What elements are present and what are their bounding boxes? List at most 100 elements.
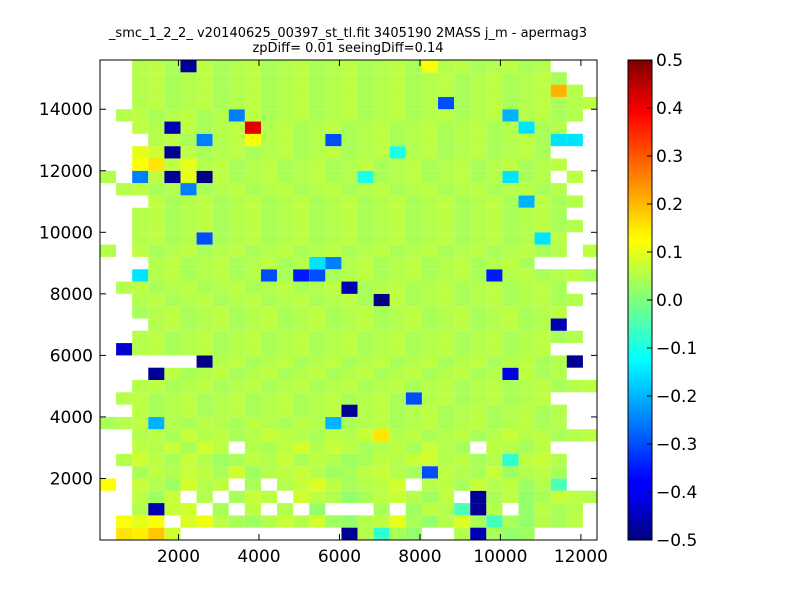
heatmap-cell xyxy=(470,72,487,85)
heatmap-cell xyxy=(277,158,294,171)
heatmap-cell xyxy=(470,392,487,405)
heatmap-cell xyxy=(486,281,503,294)
heatmap-cell xyxy=(405,121,422,134)
heatmap-cell xyxy=(212,306,229,319)
heatmap-cell xyxy=(277,244,294,257)
heatmap-cell xyxy=(502,232,519,245)
heatmap-cell xyxy=(196,207,213,220)
colorbar-tick-label: 0.3 xyxy=(656,147,683,167)
heatmap-cell xyxy=(534,133,551,147)
heatmap-cell xyxy=(341,195,358,208)
heatmap-cell xyxy=(132,220,149,233)
heatmap-cell xyxy=(502,441,519,454)
heatmap-cell xyxy=(438,355,455,368)
heatmap-cell xyxy=(148,170,165,184)
heatmap-cell xyxy=(454,207,471,220)
heatmap-cell xyxy=(277,232,294,245)
heatmap-cell xyxy=(357,121,374,134)
heatmap-cell xyxy=(550,269,567,282)
heatmap-cell xyxy=(325,466,342,479)
heatmap-cell xyxy=(486,380,503,393)
heatmap-cell xyxy=(438,121,455,134)
heatmap-cell xyxy=(518,256,535,270)
heatmap-cell xyxy=(293,281,310,294)
heatmap-cell xyxy=(244,256,261,270)
heatmap-cell xyxy=(405,256,422,270)
heatmap-cell xyxy=(309,256,326,270)
heatmap-cell xyxy=(277,60,294,73)
heatmap-cell xyxy=(196,133,213,147)
y-tick-label: 14000 xyxy=(39,100,93,120)
heatmap-cell xyxy=(148,416,165,430)
heatmap-cell xyxy=(405,503,422,516)
heatmap-cell xyxy=(116,416,133,430)
heatmap-cell xyxy=(454,355,471,368)
heatmap-cell xyxy=(341,318,358,331)
heatmap-cell xyxy=(470,232,487,245)
heatmap-cell xyxy=(196,232,213,245)
heatmap-cell xyxy=(454,503,471,516)
heatmap-cell xyxy=(502,158,519,171)
heatmap-cell xyxy=(454,121,471,134)
heatmap-cell xyxy=(293,355,310,368)
heatmap-cell xyxy=(502,478,519,491)
heatmap-cell xyxy=(454,96,471,110)
heatmap-cell xyxy=(180,478,197,491)
heatmap-cell xyxy=(132,527,149,540)
heatmap-cell xyxy=(405,318,422,331)
heatmap-cell xyxy=(164,380,181,393)
heatmap-cell xyxy=(486,183,503,196)
heatmap-cell xyxy=(438,281,455,294)
heatmap-cell xyxy=(164,343,181,356)
heatmap-cell xyxy=(309,146,326,159)
heatmap-cell xyxy=(132,207,149,220)
heatmap-cell xyxy=(341,429,358,442)
heatmap-cell xyxy=(180,503,197,516)
heatmap-cell xyxy=(293,158,310,171)
heatmap-cell xyxy=(405,404,422,417)
heatmap-cell xyxy=(502,84,519,97)
heatmap-cell xyxy=(164,318,181,331)
heatmap-cell xyxy=(325,281,342,294)
heatmap-cell xyxy=(389,96,406,110)
heatmap-cell xyxy=(293,478,310,491)
heatmap-cell xyxy=(341,158,358,171)
heatmap-cell xyxy=(421,220,439,233)
heatmap-cell xyxy=(244,367,261,380)
heatmap-cell xyxy=(454,441,471,454)
heatmap-cell xyxy=(550,232,567,245)
heatmap-cell xyxy=(277,220,294,233)
heatmap-cell xyxy=(421,367,439,380)
heatmap-cell xyxy=(293,416,310,430)
heatmap-cell xyxy=(438,232,455,245)
heatmap-cell xyxy=(325,293,342,307)
heatmap-cell xyxy=(357,490,374,504)
heatmap-cell xyxy=(421,306,439,319)
heatmap-cell xyxy=(405,515,422,528)
heatmap-cell xyxy=(582,244,597,257)
heatmap-cell xyxy=(309,72,326,85)
heatmap-cell xyxy=(148,392,165,405)
heatmap-cell xyxy=(325,367,342,380)
heatmap-cell xyxy=(405,380,422,393)
heatmap-cell xyxy=(260,232,278,245)
heatmap-cell xyxy=(550,133,567,147)
y-axis: 2000 4000 6000 8000 10000 12000 14000 xyxy=(39,100,597,489)
heatmap-cell xyxy=(277,170,294,184)
heatmap-cells xyxy=(100,60,597,540)
heatmap-cell xyxy=(196,195,213,208)
heatmap-cell xyxy=(164,441,181,454)
heatmap-cell xyxy=(421,490,439,504)
heatmap-cell xyxy=(212,109,229,122)
heatmap-cell xyxy=(357,355,374,368)
heatmap-cell xyxy=(309,453,326,467)
heatmap-cell xyxy=(438,220,455,233)
heatmap-cell xyxy=(260,207,278,220)
heatmap-cell xyxy=(454,183,471,196)
heatmap-cell xyxy=(212,453,229,467)
heatmap-cell xyxy=(196,490,213,504)
heatmap-cell xyxy=(502,146,519,159)
heatmap-cell xyxy=(212,220,229,233)
heatmap-cell xyxy=(260,380,278,393)
colorbar-tick-label: 0.1 xyxy=(656,243,683,263)
